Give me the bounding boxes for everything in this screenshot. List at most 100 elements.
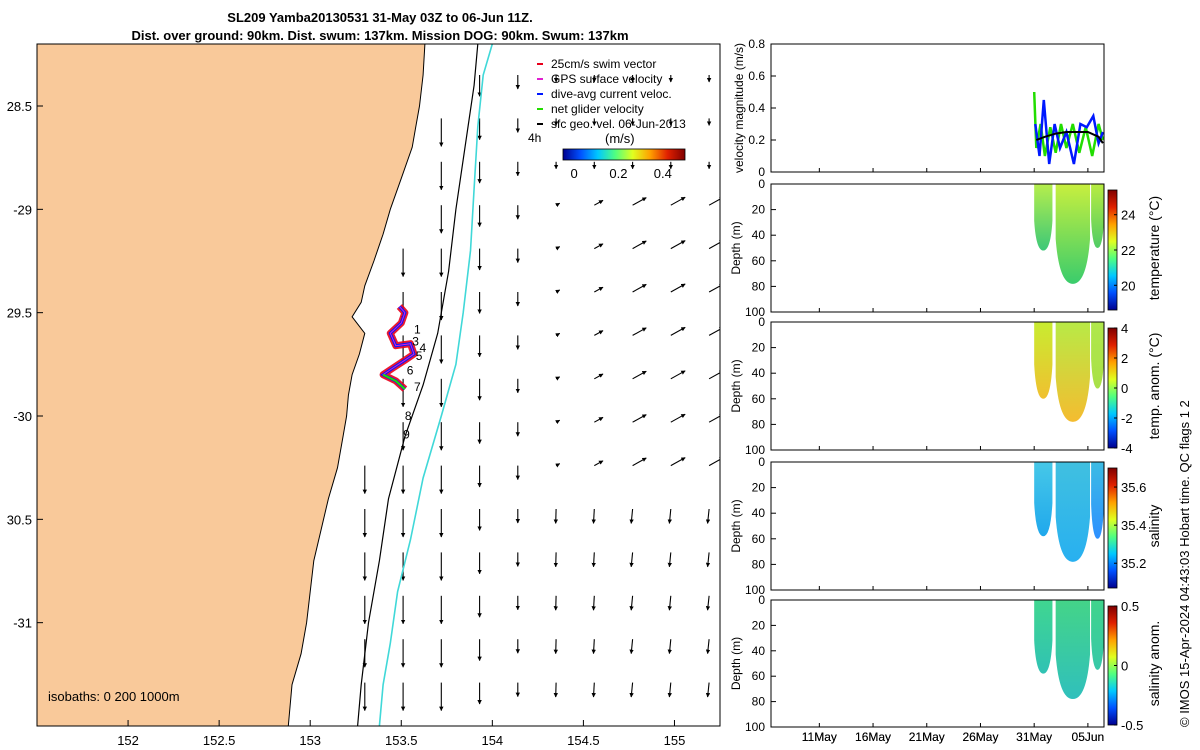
current-arrow: [667, 639, 672, 655]
panel-y-axis-label: Depth (m): [729, 359, 743, 412]
legend-entry: dive-avg current veloc.: [551, 87, 672, 101]
current-arrow: [629, 552, 634, 568]
current-arrow: [555, 246, 561, 251]
current-arrow: [705, 639, 711, 655]
panel-x-tick-label: 26May: [962, 730, 998, 744]
map-colorbar-tick: 0.4: [654, 166, 672, 181]
panel-3: 0 20 40 60 80 100 Depth (m) -4 -2 0 2 4 temp. anom. …: [729, 315, 1162, 457]
waypoint-label-5: 5: [416, 349, 423, 363]
current-arrow: [667, 595, 672, 611]
current-arrow: [708, 413, 720, 423]
waypoint-label-9: 9: [403, 428, 410, 442]
current-arrow: [708, 327, 720, 336]
coastline: [287, 44, 426, 726]
current-arrow: [632, 197, 647, 206]
panel-background: [771, 184, 1104, 312]
current-arrow: [594, 330, 604, 336]
panel-colorbar-tick-label: 24: [1121, 208, 1135, 223]
legend-entry: GPS surface velocity: [551, 72, 662, 86]
panel-colorbar-label: temperature (°C): [1146, 196, 1162, 300]
current-arrow: [632, 283, 647, 293]
panel-frame: [770, 321, 1105, 451]
current-arrow: [591, 552, 596, 568]
panel-y-tick-label: 20: [752, 341, 766, 355]
panel-y-tick-label: 0.2: [748, 133, 765, 147]
panel-x-tick-label: 16May: [855, 730, 891, 744]
isobath-1000m: [378, 44, 494, 726]
panel-colorbar-tick-label: -0.5: [1121, 718, 1143, 733]
panel-y-tick-label: 40: [752, 506, 766, 520]
map-panel: 152 152.5 153 153.5 154 154.5 15528.5-2929.5-3…: [7, 43, 721, 748]
waypoint-label-6: 6: [407, 364, 414, 378]
map-axis-ticks: 152 152.5 153 153.5 154 154.5 15528.5-2929.5-3…: [7, 99, 686, 748]
panel-colorbar-label: temp. anom. (°C): [1146, 333, 1162, 440]
waypoint-label-7: 7: [414, 380, 421, 394]
map-colorbar: 0 0.2 0.4: [562, 148, 686, 181]
panel-x-tick-label: 31May: [1016, 730, 1052, 744]
panel-x-tick-label: 11May: [802, 730, 837, 744]
map-y-tick-label: 29.5: [7, 306, 32, 321]
legend-entry: net glider velocity: [551, 102, 644, 116]
panel-1: 0 0.2 0.4 0.6 0.8 11May 16May 21May 26May 31May 05…: [732, 37, 1105, 744]
map-title-line-2: Dist. over ground: 90km. Dist. swum: 137…: [131, 28, 629, 43]
current-arrow: [594, 460, 604, 467]
panel-y-tick-label: 0: [758, 593, 765, 607]
current-arrow: [705, 552, 711, 568]
current-arrow: [629, 508, 634, 524]
profile-section: [1034, 462, 1053, 537]
panel-background: [771, 322, 1104, 450]
panel-y-tick-label: 40: [752, 228, 766, 242]
panel-y-tick-label: 0: [758, 177, 765, 191]
isobath-200m: [357, 44, 479, 726]
current-arrow: [594, 416, 604, 423]
imos-credit: © IMOS 15-Apr-2024 04:43:03 Hobart time.…: [1177, 400, 1192, 727]
map-y-tick-label: -31: [13, 616, 32, 631]
panel-y-axis-label: Depth (m): [729, 221, 743, 274]
panel-colorbar-tick-label: 0: [1121, 381, 1128, 396]
panel-x-tick-label: 21May: [909, 730, 945, 744]
panel-x-tick-label: 05Jun: [1072, 730, 1105, 744]
glider-track: [379, 304, 418, 392]
panel-x-tick-label: 21May: [909, 730, 945, 744]
panel-y-tick-label: 100: [745, 305, 765, 319]
profile-section: [1091, 322, 1104, 389]
waypoint-label-1: 1: [414, 322, 421, 336]
map-x-tick-label: 154: [481, 733, 503, 748]
panel-colorbar: [1107, 467, 1118, 589]
panel-background: [771, 462, 1104, 590]
panel-y-tick-label: 60: [752, 532, 766, 546]
current-arrow: [670, 196, 686, 206]
current-arrow: [670, 413, 686, 423]
panel-colorbar-tick-label: 4: [1121, 321, 1128, 336]
current-arrow: [555, 376, 561, 381]
panel-y-tick-label: 0.4: [748, 101, 765, 115]
panel-colorbar-tick-label: 2: [1121, 351, 1128, 366]
panel-y-tick-label: 60: [752, 254, 766, 268]
panel-y-axis-label: Depth (m): [729, 637, 743, 690]
legend-annotation-4h: 4h: [528, 131, 541, 145]
panel-y-axis-label: Depth (m): [729, 499, 743, 552]
map-x-tick-label: 155: [664, 733, 686, 748]
panel-colorbar-tick-label: 20: [1121, 278, 1135, 293]
current-arrow: [667, 682, 672, 698]
panel-x-tick-label: 11May: [802, 730, 837, 744]
current-arrow: [670, 283, 686, 293]
panel-colorbar-tick-label: 0.5: [1121, 599, 1139, 614]
panel-y-tick-label: 60: [752, 669, 766, 683]
panel-y-tick-label: 0: [758, 455, 765, 469]
isobaths-legend: isobaths: 0 200 1000m: [48, 689, 180, 704]
panel-y-tick-label: 40: [752, 366, 766, 380]
panel-colorbar-label: salinity anom.: [1146, 621, 1162, 707]
current-arrow: [708, 283, 720, 293]
time-series-panels: 0 0.2 0.4 0.6 0.8 11May 16May 21May 26May 31May 05…: [729, 37, 1162, 744]
current-arrow: [629, 639, 634, 655]
panel-y-tick-label: 100: [745, 720, 765, 734]
current-arrow: [591, 682, 596, 698]
panel-y-tick-label: 40: [752, 644, 766, 658]
map-colorbar-tick: 0: [570, 166, 577, 181]
profile-section: [1034, 600, 1053, 674]
map-x-tick-label: 153: [299, 733, 321, 748]
